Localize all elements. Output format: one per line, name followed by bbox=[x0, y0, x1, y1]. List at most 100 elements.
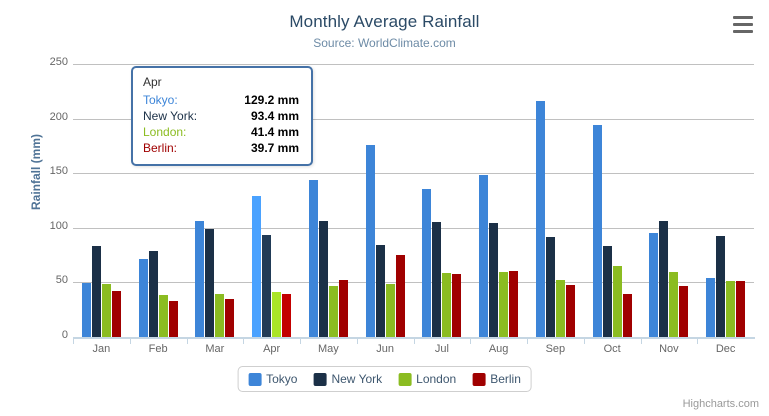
x-axis-tick bbox=[640, 337, 642, 344]
tooltip-row: Berlin: 39.7 mm bbox=[143, 140, 299, 156]
bar-tokyo-mar[interactable] bbox=[195, 220, 205, 337]
x-axis-label-jan: Jan bbox=[92, 343, 111, 355]
bar-tokyo-jan[interactable] bbox=[81, 282, 91, 337]
tooltip-series-name: New York: bbox=[143, 109, 198, 123]
x-axis-tick bbox=[527, 337, 528, 344]
y-axis-label: 150 bbox=[49, 165, 68, 178]
x-axis-tick bbox=[356, 337, 358, 344]
series-tooltip: Apr Tokyo: 129.2 mm New York: 93.4 mm London… bbox=[131, 66, 313, 166]
legend-item-new-york[interactable]: New York bbox=[313, 372, 382, 386]
tooltip-series-name: Berlin: bbox=[143, 141, 178, 155]
plot-area bbox=[73, 64, 754, 337]
tooltip-row: Tokyo: 129.2 mm bbox=[143, 92, 299, 108]
bar-london-oct[interactable] bbox=[612, 265, 622, 337]
bar-new-york-jun[interactable] bbox=[375, 244, 385, 337]
x-axis-label-aug: Aug bbox=[488, 343, 509, 355]
bar-new-york-mar[interactable] bbox=[205, 229, 215, 337]
bar-new-york-jul[interactable] bbox=[432, 222, 442, 337]
bar-berlin-feb[interactable] bbox=[168, 300, 178, 337]
legend-swatch-icon bbox=[472, 372, 486, 386]
bar-tokyo-may[interactable] bbox=[308, 179, 318, 337]
legend-swatch-icon bbox=[248, 372, 262, 386]
bar-new-york-nov[interactable] bbox=[659, 220, 669, 337]
bar-berlin-apr[interactable] bbox=[282, 293, 292, 337]
bar-berlin-jul[interactable] bbox=[452, 274, 462, 337]
bar-berlin-aug[interactable] bbox=[509, 271, 519, 337]
tooltip-row: London: 41.4 mm bbox=[143, 124, 299, 140]
bar-new-york-aug[interactable] bbox=[489, 223, 499, 337]
bar-london-sep[interactable] bbox=[555, 279, 565, 337]
bar-tokyo-dec[interactable] bbox=[706, 277, 716, 337]
legend-item-berlin[interactable]: Berlin bbox=[472, 372, 521, 386]
chart-subtitle: Source: WorldClimate.com bbox=[313, 36, 456, 50]
legend-item-label: New York bbox=[331, 372, 383, 386]
bar-berlin-jun[interactable] bbox=[395, 254, 405, 337]
bar-berlin-sep[interactable] bbox=[565, 285, 575, 337]
bar-new-york-jan[interactable] bbox=[91, 245, 101, 337]
x-axis-label-sep: Sep bbox=[545, 343, 566, 355]
bar-london-feb[interactable] bbox=[158, 294, 168, 337]
credits-link[interactable]: Highcharts.com bbox=[682, 398, 759, 410]
bar-berlin-dec[interactable] bbox=[736, 281, 746, 337]
bar-tokyo-oct[interactable] bbox=[592, 125, 602, 337]
legend-item-label: Berlin bbox=[490, 372, 521, 386]
x-axis-label-oct: Oct bbox=[603, 343, 621, 355]
x-axis-tick bbox=[243, 337, 245, 344]
bar-new-york-oct[interactable] bbox=[602, 245, 612, 337]
bar-new-york-sep[interactable] bbox=[545, 237, 555, 337]
bar-london-aug[interactable] bbox=[499, 271, 509, 337]
bar-london-jul[interactable] bbox=[442, 272, 452, 337]
bar-berlin-may[interactable] bbox=[338, 279, 348, 337]
menu-line-1 bbox=[733, 16, 753, 19]
hamburger-menu-icon[interactable] bbox=[731, 16, 755, 36]
x-axis-tick bbox=[73, 337, 74, 344]
y-axis-label: 50 bbox=[55, 274, 68, 287]
bar-tokyo-jun[interactable] bbox=[365, 144, 375, 337]
gridline bbox=[73, 282, 754, 284]
gridline bbox=[73, 173, 754, 175]
bar-tokyo-feb[interactable] bbox=[138, 258, 148, 337]
bar-tokyo-aug[interactable] bbox=[479, 174, 489, 337]
legend-item-label: Tokyo bbox=[266, 372, 298, 386]
bar-london-jun[interactable] bbox=[385, 284, 395, 337]
legend-swatch-icon bbox=[313, 372, 327, 386]
legend-item-london[interactable]: London bbox=[398, 372, 456, 386]
bar-berlin-mar[interactable] bbox=[225, 299, 235, 337]
bar-new-york-apr[interactable] bbox=[262, 235, 272, 337]
bar-berlin-jan[interactable] bbox=[111, 290, 121, 337]
bar-london-apr[interactable] bbox=[272, 291, 282, 337]
x-axis-tick bbox=[697, 337, 699, 344]
bar-berlin-oct[interactable] bbox=[622, 294, 632, 337]
bar-berlin-nov[interactable] bbox=[679, 285, 689, 337]
bar-london-nov[interactable] bbox=[669, 272, 679, 337]
chart-legend: Tokyo New York London Berlin bbox=[237, 366, 532, 392]
y-axis-label: 250 bbox=[49, 56, 68, 68]
x-axis-label-mar: Mar bbox=[205, 343, 225, 355]
tooltip-series-name: London: bbox=[143, 125, 187, 139]
bar-london-dec[interactable] bbox=[726, 281, 736, 337]
legend-item-tokyo[interactable]: Tokyo bbox=[248, 372, 297, 386]
x-axis-label-dec: Dec bbox=[715, 343, 736, 355]
tooltip-header: Apr bbox=[143, 75, 162, 89]
bar-london-mar[interactable] bbox=[215, 294, 225, 337]
bar-tokyo-apr[interactable] bbox=[252, 195, 262, 337]
gridline bbox=[73, 227, 754, 229]
gridline bbox=[73, 64, 754, 65]
tooltip-series-value: 39.7 mm bbox=[250, 141, 299, 155]
x-axis-tick bbox=[186, 337, 188, 344]
x-axis-label-jun: Jun bbox=[376, 343, 394, 355]
menu-line-2 bbox=[733, 23, 753, 26]
bar-new-york-dec[interactable] bbox=[716, 236, 726, 337]
bar-tokyo-jul[interactable] bbox=[422, 188, 432, 337]
x-axis-label-apr: Apr bbox=[263, 343, 281, 355]
bar-new-york-feb[interactable] bbox=[148, 250, 158, 337]
bar-london-jan[interactable] bbox=[101, 283, 111, 337]
bar-tokyo-nov[interactable] bbox=[649, 232, 659, 337]
y-axis-label: 200 bbox=[49, 110, 68, 123]
bar-london-may[interactable] bbox=[328, 285, 338, 337]
chart-title: Monthly Average Rainfall bbox=[289, 12, 480, 31]
x-axis-tick bbox=[413, 337, 415, 344]
bar-new-york-may[interactable] bbox=[318, 221, 328, 337]
legend-swatch-icon bbox=[398, 372, 412, 386]
bar-tokyo-sep[interactable] bbox=[535, 100, 545, 337]
